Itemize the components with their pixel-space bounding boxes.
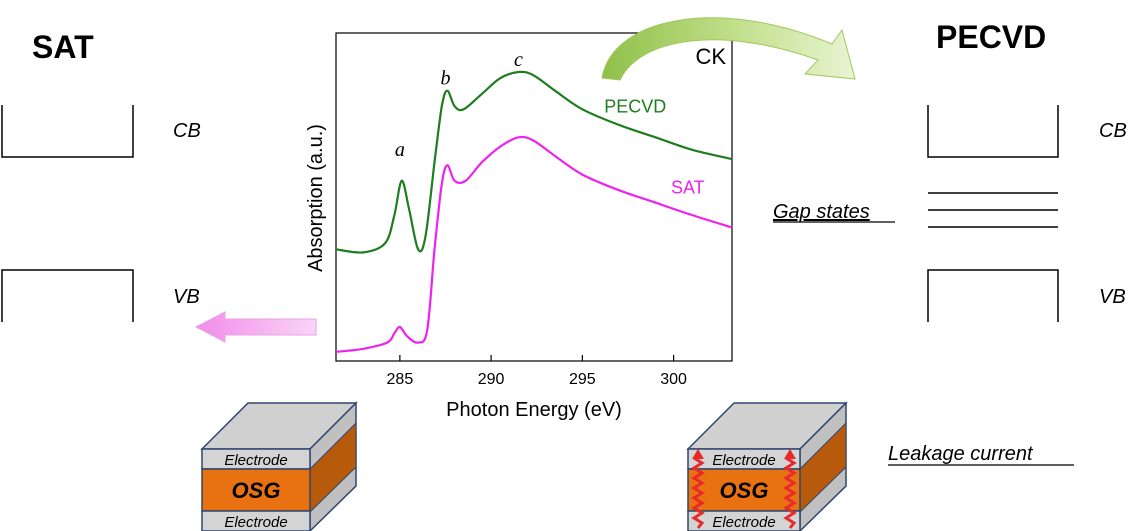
pecvd-valence-band (927, 269, 1059, 322)
pecvd-device-stack: Electrode OSG Electrode (686, 401, 848, 531)
leakage-arrow-right (783, 456, 797, 529)
curved-green-arrow (601, 17, 856, 81)
pecvd-cb-label: CB (1099, 120, 1127, 142)
sat-vb-label: VB (173, 286, 200, 308)
y-axis-label: Absorption (a.u.) (305, 124, 327, 272)
sat-title: SAT (32, 29, 94, 65)
pecvd-conduction-band (927, 105, 1059, 158)
leakage-current-label: Leakage current (888, 443, 1034, 465)
osg-label: OSG (232, 478, 281, 503)
x-tick-label: 285 (387, 371, 414, 388)
x-tick-label: 295 (569, 371, 596, 388)
pink-arrow (194, 311, 317, 343)
pecvd-title: PECVD (936, 19, 1046, 55)
sat-conduction-band (1, 105, 134, 158)
electrode-top-label: Electrode (712, 452, 775, 469)
electrode-top-label: Electrode (224, 452, 287, 469)
osg-label: OSG (720, 478, 769, 503)
gap-states-label: Gap states (773, 201, 870, 223)
series-line-sat (335, 135, 733, 353)
x-tick-marks (399, 355, 675, 361)
x-tick-label: 300 (660, 371, 687, 388)
leakage-arrowhead-right (784, 449, 796, 459)
series-label-sat: SAT (671, 177, 705, 197)
electrode-bottom (687, 510, 801, 531)
series-label-pecvd: PECVD (604, 96, 666, 116)
osg-layer (201, 468, 311, 512)
peak-label-a: a (395, 139, 405, 161)
electrode-bottom (201, 510, 311, 531)
x-tick-labels: 285 290 295 300 (387, 371, 688, 388)
leakage-arrowhead-left (692, 449, 704, 459)
leakage-arrow-left (691, 456, 705, 529)
sat-valence-band (1, 269, 134, 322)
peak-label-b: b (440, 67, 450, 89)
electrode-bottom-label: Electrode (712, 514, 775, 531)
x-axis-label: Photon Energy (eV) (446, 399, 622, 421)
chart-frame (335, 32, 733, 362)
osg-layer (687, 468, 801, 512)
x-tick-label: 290 (478, 371, 505, 388)
series-line-pecvd (335, 70, 733, 254)
sat-cb-label: CB (173, 120, 201, 142)
peak-label-c: c (514, 49, 523, 71)
pecvd-vb-label: VB (1099, 286, 1126, 308)
sat-device-stack: Electrode OSG Electrode (200, 401, 358, 531)
chart-title: CK (695, 44, 726, 69)
absorption-chart: 285 290 295 300 Photon Energy (eV) Absor… (305, 32, 733, 421)
electrode-bottom-label: Electrode (224, 514, 287, 531)
